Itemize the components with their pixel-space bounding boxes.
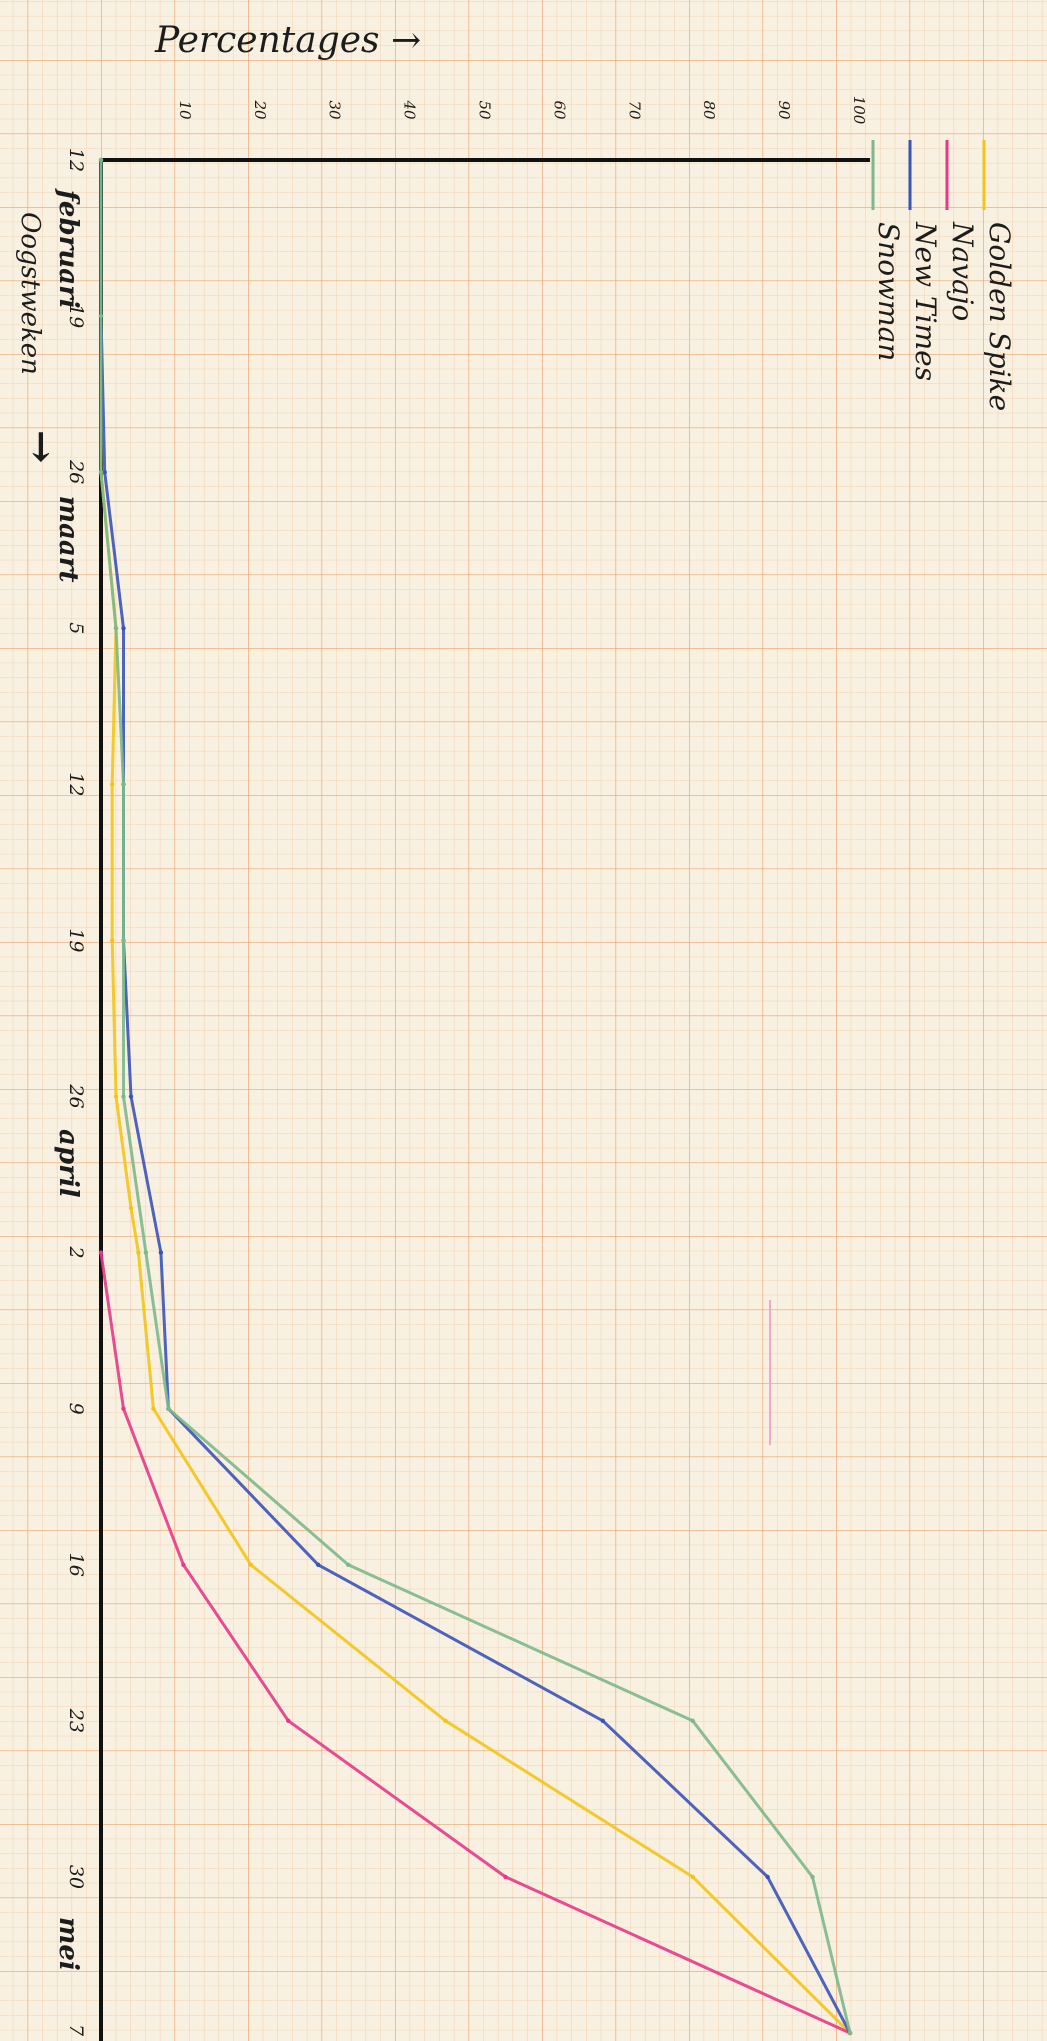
- y-tick-label: 30: [326, 100, 344, 120]
- x-tick-label: 7: [65, 2024, 87, 2037]
- data-point: [102, 470, 107, 475]
- data-point: [166, 1406, 171, 1411]
- data-point: [765, 1874, 770, 1880]
- y-axis-title: Percentages →: [154, 20, 421, 61]
- month-label: mei: [53, 1917, 83, 1971]
- y-tick-label: 60: [550, 100, 568, 120]
- legend-label: Snowman: [872, 222, 905, 361]
- legend-label: Navajo: [946, 221, 979, 321]
- x-tick-label: 5: [65, 622, 87, 634]
- x-tick-label: 19: [65, 928, 87, 952]
- y-tick-label: 20: [251, 99, 269, 120]
- data-point: [121, 1406, 126, 1411]
- data-point: [110, 938, 115, 943]
- data-point: [121, 1094, 126, 1099]
- y-tick-label: 90: [775, 100, 793, 120]
- data-point: [113, 1094, 119, 1099]
- y-tick-label: 100: [850, 96, 868, 125]
- data-point: [316, 1562, 321, 1568]
- month-label: maart: [53, 496, 83, 583]
- y-tick-label: 80: [700, 100, 718, 120]
- data-point: [128, 1205, 134, 1211]
- data-point: [121, 782, 126, 787]
- y-tick-label: 10: [176, 100, 194, 120]
- data-point: [110, 782, 115, 787]
- data-point: [810, 1874, 815, 1880]
- y-tick-label: 70: [625, 100, 643, 120]
- data-point: [600, 1718, 605, 1724]
- data-point: [151, 1406, 156, 1411]
- month-labels: februari maart april mei: [53, 188, 83, 1971]
- x-tick-label: 9: [65, 1403, 87, 1415]
- data-point: [847, 2030, 853, 2036]
- y-tick-labels: 10 20 30 40 50 60 70 80 90 100: [176, 96, 868, 125]
- series-lines: [98, 157, 853, 2036]
- series-line-navajo: [99, 1252, 851, 2035]
- x-tick-label: 16: [65, 1553, 87, 1577]
- data-point: [128, 1094, 134, 1099]
- legend-label: Golden Spike: [983, 222, 1016, 411]
- data-point: [98, 157, 104, 163]
- data-point: [98, 313, 104, 319]
- data-point: [690, 1718, 695, 1724]
- data-point: [346, 1562, 351, 1568]
- data-point: [286, 1718, 291, 1724]
- data-point: [113, 626, 119, 631]
- data-point: [121, 938, 126, 943]
- x-tick-label: 12: [65, 772, 87, 796]
- x-tick-label: 30: [65, 1865, 87, 1889]
- data-point: [121, 626, 126, 631]
- month-label: februari: [53, 188, 83, 309]
- data-point: [158, 1250, 164, 1255]
- data-point: [143, 1250, 149, 1255]
- month-label: april: [53, 1129, 83, 1198]
- data-point: [136, 1250, 141, 1255]
- x-tick-label: 26: [65, 1083, 87, 1108]
- legend-label: New Times: [909, 221, 942, 381]
- x-tick-label: 19: [65, 304, 87, 328]
- x-axis-arrow: →: [18, 430, 65, 464]
- x-tick-labels: 12 19 26 5 12 19 26 2 9 16 23 30 7: [65, 148, 87, 2037]
- data-point: [181, 1562, 186, 1568]
- x-tick-label: 12: [65, 148, 87, 172]
- y-tick-label: 50: [476, 100, 494, 120]
- y-tick-label: 40: [401, 99, 419, 120]
- data-point: [98, 1250, 104, 1255]
- x-axis-title: Oogstweken: [15, 212, 45, 375]
- x-tick-label: 2: [65, 1246, 87, 1259]
- data-point: [248, 1562, 253, 1568]
- data-point: [443, 1718, 448, 1724]
- data-point: [98, 470, 104, 475]
- x-tick-label: 26: [65, 459, 87, 484]
- x-tick-label: 23: [65, 1708, 87, 1733]
- data-point: [690, 1874, 695, 1880]
- data-point: [503, 1874, 508, 1880]
